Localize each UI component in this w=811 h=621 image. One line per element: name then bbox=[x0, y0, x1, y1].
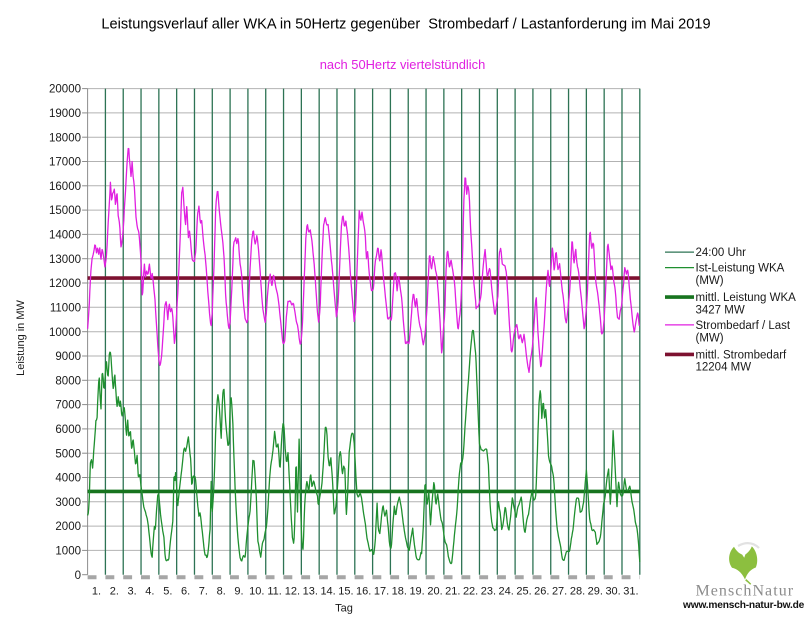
svg-text:14.: 14. bbox=[320, 586, 335, 598]
svg-text:www.mensch-natur-bw.de: www.mensch-natur-bw.de bbox=[682, 600, 805, 611]
svg-text:12.: 12. bbox=[285, 586, 300, 598]
svg-text:Leistungsverlauf aller WKA in: Leistungsverlauf aller WKA in 50Hertz ge… bbox=[101, 17, 710, 33]
svg-text:17000: 17000 bbox=[49, 157, 81, 169]
svg-text:Leistung in MW: Leistung in MW bbox=[15, 299, 27, 375]
svg-text:26.: 26. bbox=[534, 586, 549, 598]
svg-text:1.: 1. bbox=[92, 586, 101, 598]
svg-text:16.: 16. bbox=[356, 586, 371, 598]
svg-text:23.: 23. bbox=[481, 586, 496, 598]
svg-text:12204 MW: 12204 MW bbox=[696, 362, 752, 374]
svg-text:0: 0 bbox=[75, 570, 81, 582]
svg-text:10.: 10. bbox=[249, 586, 264, 598]
svg-text:(MW): (MW) bbox=[696, 275, 724, 287]
svg-text:7000: 7000 bbox=[55, 400, 81, 412]
svg-text:7.: 7. bbox=[199, 586, 208, 598]
svg-text:15000: 15000 bbox=[49, 205, 81, 217]
svg-text:(MW): (MW) bbox=[696, 332, 724, 344]
svg-text:20000: 20000 bbox=[49, 84, 81, 96]
svg-text:13.: 13. bbox=[303, 586, 318, 598]
svg-text:3427 MW: 3427 MW bbox=[696, 305, 745, 317]
svg-text:3.: 3. bbox=[128, 586, 137, 598]
svg-text:mittl. Strombedarf: mittl. Strombedarf bbox=[696, 349, 788, 361]
svg-text:15.: 15. bbox=[338, 586, 353, 598]
svg-text:5.: 5. bbox=[163, 586, 172, 598]
svg-text:11.: 11. bbox=[267, 586, 281, 598]
svg-text:6.: 6. bbox=[181, 586, 190, 598]
svg-text:12000: 12000 bbox=[49, 278, 81, 290]
svg-text:31.: 31. bbox=[623, 586, 638, 598]
svg-text:4000: 4000 bbox=[55, 473, 81, 485]
svg-text:MenschNatur: MenschNatur bbox=[696, 582, 795, 599]
svg-text:24:00 Uhr: 24:00 Uhr bbox=[696, 247, 747, 259]
svg-text:16000: 16000 bbox=[49, 181, 81, 193]
svg-text:5000: 5000 bbox=[55, 448, 81, 460]
svg-text:nach 50Hertz viertelstündlich: nach 50Hertz viertelstündlich bbox=[320, 57, 486, 72]
svg-text:22.: 22. bbox=[463, 586, 478, 598]
svg-text:2.: 2. bbox=[110, 586, 119, 598]
svg-text:Tag: Tag bbox=[335, 603, 353, 615]
svg-text:19000: 19000 bbox=[49, 108, 81, 120]
svg-text:18.: 18. bbox=[392, 586, 407, 598]
svg-text:19.: 19. bbox=[409, 586, 424, 598]
svg-text:24.: 24. bbox=[499, 586, 514, 598]
svg-text:18000: 18000 bbox=[49, 132, 81, 144]
svg-text:Ist-Leistung WKA: Ist-Leistung WKA bbox=[696, 263, 785, 275]
svg-text:2000: 2000 bbox=[55, 521, 81, 533]
svg-text:9.: 9. bbox=[234, 586, 243, 598]
svg-text:14000: 14000 bbox=[49, 230, 81, 242]
svg-text:8000: 8000 bbox=[55, 375, 81, 387]
svg-text:Strombedarf / Last: Strombedarf / Last bbox=[696, 320, 791, 332]
svg-text:9000: 9000 bbox=[55, 351, 81, 363]
svg-text:29.: 29. bbox=[588, 586, 603, 598]
svg-text:20.: 20. bbox=[427, 586, 442, 598]
svg-text:11000: 11000 bbox=[50, 302, 81, 314]
svg-text:10000: 10000 bbox=[49, 327, 81, 339]
svg-text:30.: 30. bbox=[605, 586, 620, 598]
svg-text:17.: 17. bbox=[374, 586, 389, 598]
svg-text:25.: 25. bbox=[516, 586, 531, 598]
svg-text:27.: 27. bbox=[552, 586, 567, 598]
svg-text:21.: 21. bbox=[445, 586, 460, 598]
svg-text:3000: 3000 bbox=[55, 497, 81, 509]
svg-text:13000: 13000 bbox=[49, 254, 81, 266]
svg-text:6000: 6000 bbox=[55, 424, 81, 436]
svg-text:1000: 1000 bbox=[55, 546, 81, 558]
svg-text:8.: 8. bbox=[217, 586, 226, 598]
svg-text:4.: 4. bbox=[145, 586, 154, 598]
svg-text:28.: 28. bbox=[570, 586, 585, 598]
svg-text:mittl. Leistung WKA: mittl. Leistung WKA bbox=[696, 292, 797, 304]
